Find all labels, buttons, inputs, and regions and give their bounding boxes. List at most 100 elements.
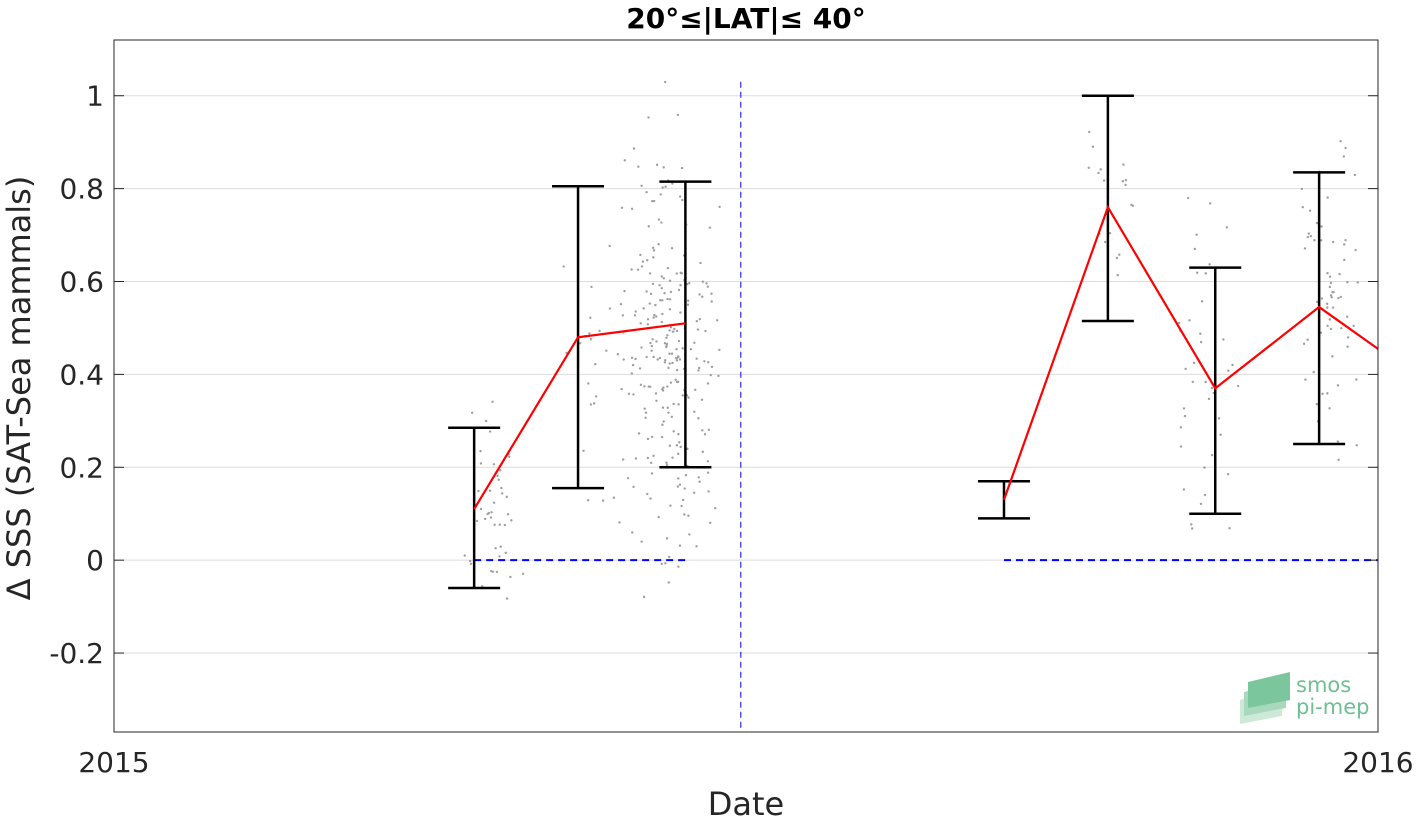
scatter-point bbox=[665, 342, 669, 346]
scatter-point bbox=[686, 447, 689, 451]
scatter-point bbox=[675, 272, 679, 275]
scatter-point bbox=[1116, 273, 1119, 277]
scatter-point bbox=[703, 360, 706, 363]
scatter-point bbox=[660, 562, 663, 566]
scatter-point bbox=[1210, 453, 1214, 457]
scatter-point bbox=[1304, 378, 1307, 381]
scatter-point bbox=[494, 547, 497, 550]
scatter-point bbox=[1328, 407, 1331, 410]
scatter-point bbox=[680, 504, 683, 508]
scatter-point bbox=[1190, 523, 1193, 526]
scatter-point bbox=[651, 338, 654, 341]
scatter-point bbox=[660, 320, 663, 324]
scatter-point bbox=[1210, 386, 1214, 390]
scatter-point bbox=[1195, 233, 1198, 236]
scatter-point bbox=[658, 283, 661, 287]
scatter-point bbox=[500, 486, 503, 490]
scatter-point bbox=[657, 243, 660, 246]
scatter-point bbox=[707, 490, 710, 493]
scatter-point bbox=[1121, 179, 1125, 183]
scatter-point bbox=[498, 555, 501, 558]
scatter-points bbox=[463, 80, 1359, 600]
scatter-point bbox=[510, 519, 513, 522]
scatter-point bbox=[463, 554, 466, 557]
plot-frame bbox=[113, 39, 1379, 733]
scatter-point bbox=[678, 195, 682, 198]
scatter-point bbox=[683, 513, 686, 516]
scatter-point bbox=[715, 319, 719, 322]
scatter-point bbox=[1326, 196, 1329, 199]
scatter-point bbox=[1199, 332, 1202, 335]
scatter-point bbox=[697, 417, 700, 420]
scatter-point bbox=[669, 325, 673, 329]
scatter-point bbox=[718, 348, 721, 352]
scatter-point bbox=[678, 441, 681, 444]
scatter-point bbox=[664, 80, 667, 84]
scatter-point bbox=[590, 285, 593, 289]
scatter-point bbox=[639, 253, 642, 257]
scatter-point bbox=[631, 363, 635, 367]
scatter-point bbox=[664, 358, 667, 362]
scatter-point bbox=[1340, 327, 1343, 330]
scatter-point bbox=[491, 400, 494, 403]
logo-text-pi-mep: pi-mep bbox=[1296, 695, 1369, 719]
scatter-point bbox=[678, 483, 682, 486]
scatter-point bbox=[669, 381, 673, 384]
scatter-point bbox=[470, 411, 474, 415]
scatter-point bbox=[1339, 139, 1342, 143]
scatter-point bbox=[681, 198, 684, 202]
logo-text-smos: smos bbox=[1296, 673, 1351, 697]
scatter-point bbox=[634, 310, 637, 313]
scatter-point bbox=[632, 393, 635, 396]
scatter-point bbox=[639, 383, 643, 386]
y-tick-label: 0 bbox=[86, 544, 104, 577]
scatter-point bbox=[675, 357, 678, 360]
scatter-point bbox=[1087, 166, 1090, 170]
scatter-point bbox=[1325, 302, 1329, 305]
scatter-point bbox=[1236, 384, 1240, 388]
scatter-point bbox=[1320, 297, 1324, 300]
scatter-point bbox=[1195, 271, 1199, 274]
scatter-point bbox=[644, 416, 647, 420]
scatter-point bbox=[698, 366, 701, 370]
scatter-point bbox=[1337, 296, 1340, 300]
x-tick-label: 2016 bbox=[1342, 746, 1413, 779]
scatter-point bbox=[695, 545, 698, 548]
scatter-point bbox=[1330, 296, 1333, 299]
scatter-point bbox=[1316, 300, 1319, 304]
scatter-point bbox=[483, 517, 487, 521]
scatter-point bbox=[667, 366, 670, 370]
scatter-point bbox=[1184, 367, 1187, 371]
scatter-point bbox=[1355, 444, 1359, 447]
scatter-point bbox=[669, 504, 672, 507]
scatter-point bbox=[1186, 196, 1190, 200]
scatter-point bbox=[646, 318, 650, 321]
scatter-point bbox=[714, 507, 717, 510]
scatter-point bbox=[601, 499, 605, 502]
scatter-point bbox=[589, 316, 592, 319]
scatter-point bbox=[477, 489, 480, 493]
scatter-point bbox=[679, 311, 682, 314]
scatter-point bbox=[686, 303, 690, 306]
scatter-point bbox=[642, 307, 645, 310]
scatter-point bbox=[1097, 171, 1100, 175]
scatter-point bbox=[672, 430, 675, 433]
scatter-point bbox=[646, 323, 650, 326]
scatter-point bbox=[677, 403, 680, 406]
scatter-point bbox=[605, 349, 608, 352]
scatter-point bbox=[669, 290, 673, 294]
x-ticks: 2015 2016 bbox=[78, 722, 1414, 779]
scatter-point bbox=[681, 498, 685, 502]
scatter-point bbox=[651, 200, 654, 203]
scatter-point bbox=[1303, 247, 1307, 250]
scatter-point bbox=[678, 358, 682, 361]
scatter-point bbox=[499, 545, 502, 548]
scatter-point bbox=[706, 460, 710, 463]
scatter-point bbox=[668, 279, 672, 282]
scatter-point bbox=[632, 147, 636, 150]
scatter-point bbox=[1204, 272, 1207, 275]
scatter-point bbox=[701, 280, 705, 283]
scatter-point bbox=[589, 337, 593, 341]
scatter-point bbox=[488, 430, 492, 433]
scatter-point bbox=[504, 551, 507, 555]
